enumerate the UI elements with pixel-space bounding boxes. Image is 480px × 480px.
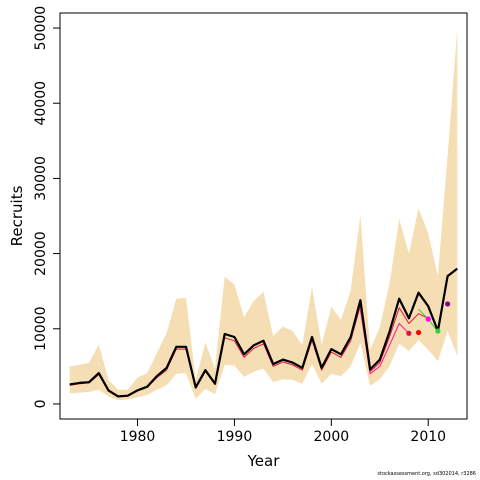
y-tick-label: 0 xyxy=(33,400,49,409)
x-axis: 1980 1990 2000 2010 xyxy=(120,418,446,445)
y-tick-label: 20000 xyxy=(33,231,49,276)
y-tick-label: 40000 xyxy=(33,81,49,126)
x-tick-label: 1980 xyxy=(120,429,156,445)
data-point-5 xyxy=(445,301,451,307)
x-tick-label: 2000 xyxy=(314,429,350,445)
series-line-1 xyxy=(69,267,458,398)
y-tick-label: 30000 xyxy=(33,156,49,201)
series-lines xyxy=(69,267,458,398)
data-point-1 xyxy=(406,330,412,336)
y-axis-title: Recruits xyxy=(8,185,26,246)
data-point-4 xyxy=(435,328,441,334)
y-tick-label: 10000 xyxy=(33,307,49,352)
y-axis: 0 10000 20000 30000 40000 50000 xyxy=(33,6,61,409)
source-caption: stockassessment.org, sd302014, r3286 xyxy=(377,471,476,477)
y-tick-label: 50000 xyxy=(33,6,49,51)
x-tick-label: 2010 xyxy=(410,429,446,445)
x-axis-title: Year xyxy=(247,452,281,470)
data-point-2 xyxy=(415,329,422,336)
data-point-3 xyxy=(425,316,431,322)
x-tick-label: 1990 xyxy=(217,429,253,445)
data-points xyxy=(406,301,451,336)
